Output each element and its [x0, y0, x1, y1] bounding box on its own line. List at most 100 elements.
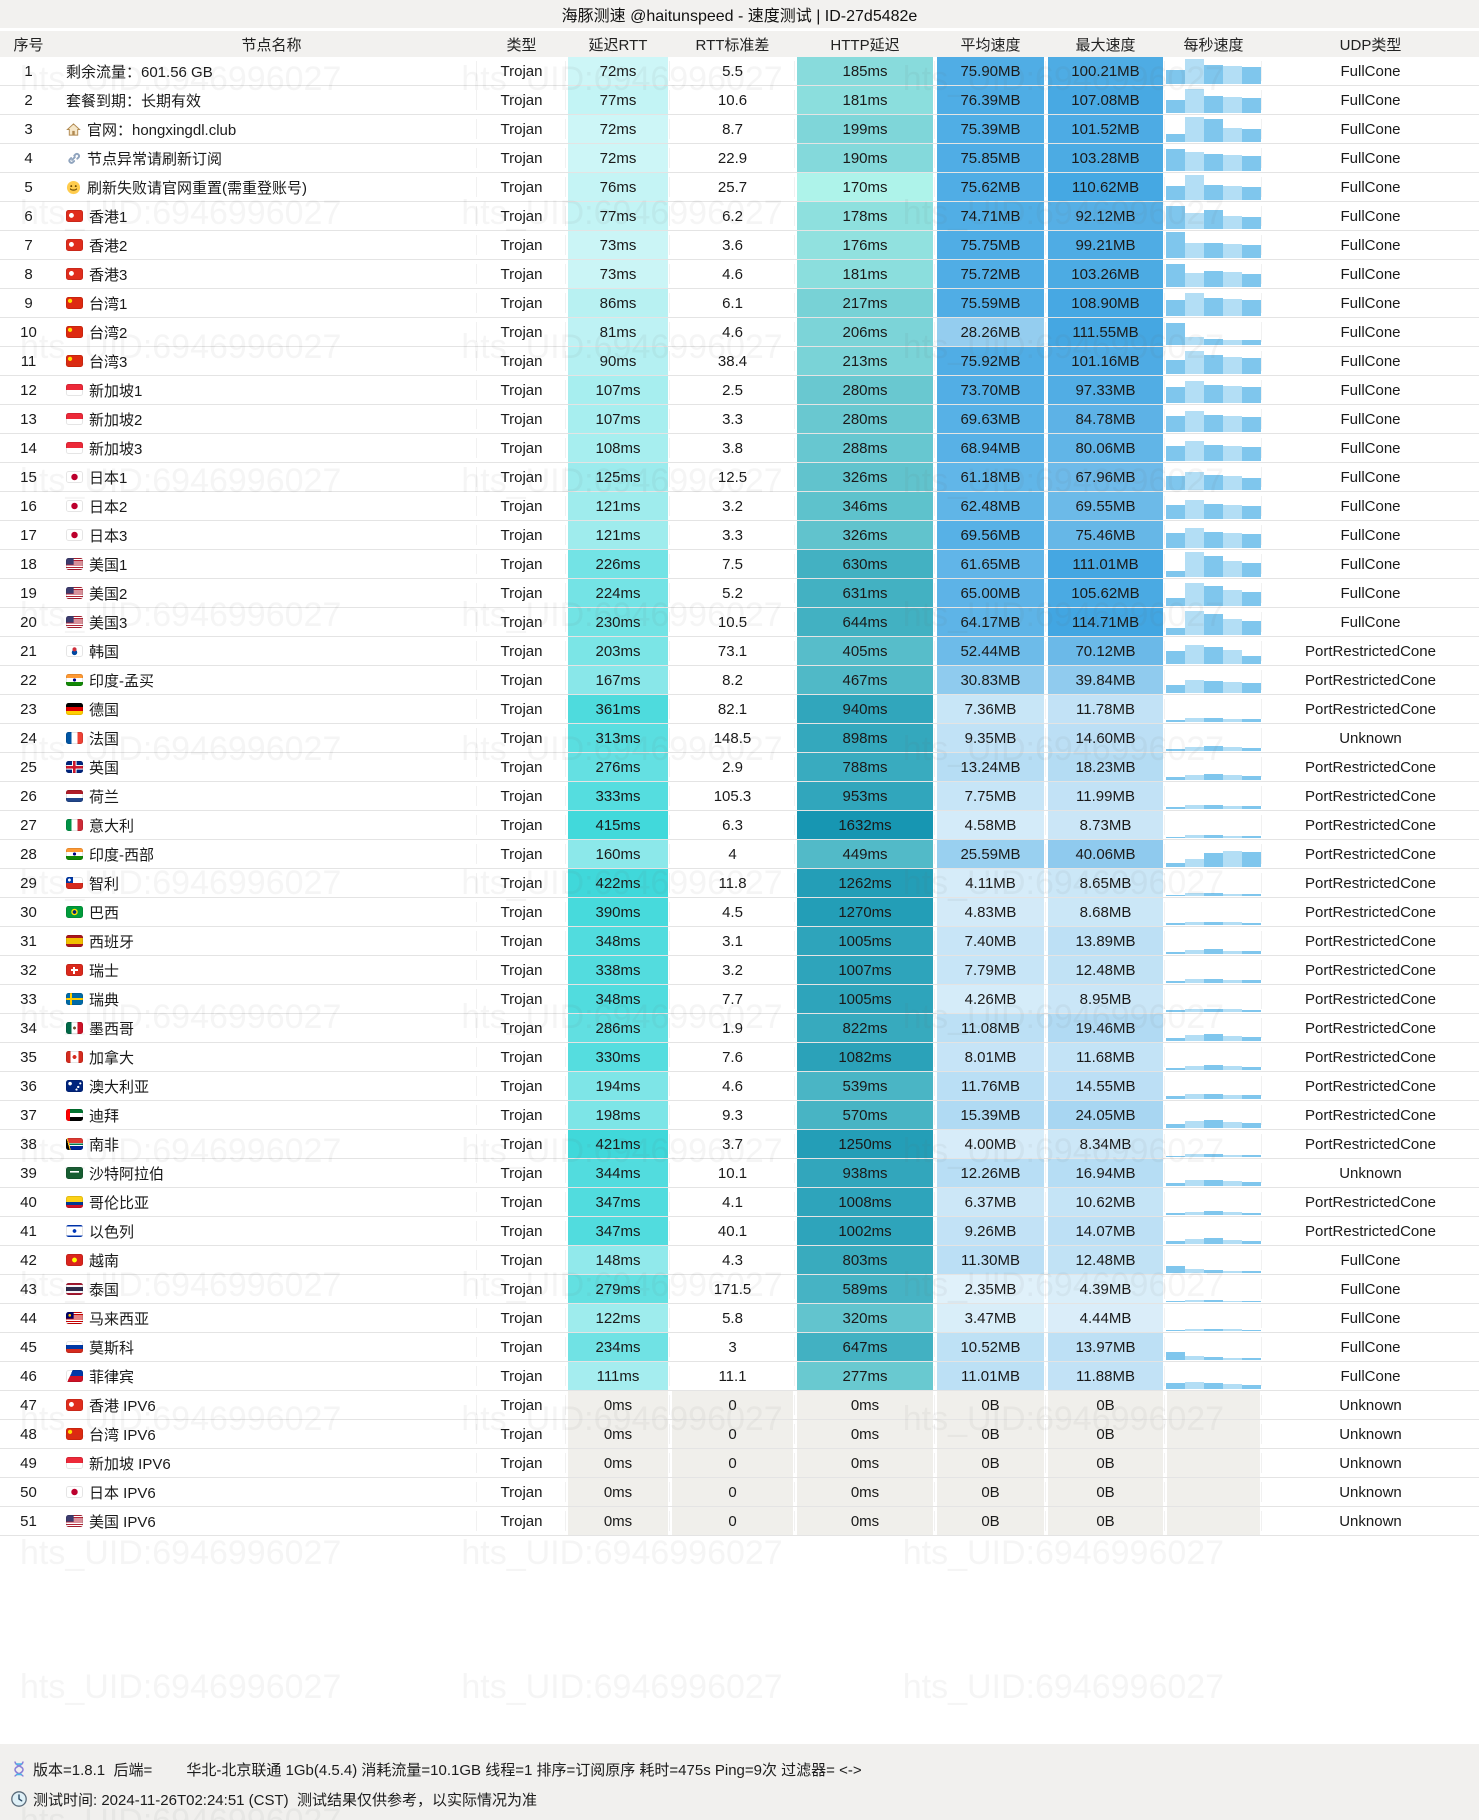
udp-type-cell: FullCone	[1340, 555, 1401, 573]
speed-bars-cell	[1165, 579, 1262, 607]
flag-icon	[66, 558, 83, 570]
rtt-cell: 148ms	[566, 1246, 670, 1274]
type-cell: Trojan	[477, 608, 566, 636]
avg-speed-cell: 4.83MB	[935, 898, 1046, 926]
rtt-std-cell: 5.2	[670, 579, 795, 607]
index-cell: 18	[20, 555, 37, 573]
type-cell: Trojan	[477, 318, 566, 346]
table-row: 5 刷新失败请官网重置(需重登账号) Trojan 76ms 25.7 170ms 75.6…	[0, 173, 1479, 202]
speed-bars-cell	[1165, 811, 1262, 839]
speed-bars-cell	[1165, 144, 1262, 172]
type-cell: Trojan	[477, 492, 566, 520]
http-latency-cell: 647ms	[795, 1333, 935, 1361]
http-latency-cell: 213ms	[795, 347, 935, 375]
avg-speed-cell: 15.39MB	[935, 1101, 1046, 1129]
speed-sparkline	[1166, 928, 1261, 954]
speed-sparkline	[1166, 348, 1261, 374]
rtt-std-cell: 11.1	[670, 1362, 795, 1390]
table-row: 43 泰国 Trojan 279ms 171.5 589ms 2.35MB 4.39MB Ful…	[0, 1275, 1479, 1304]
rtt-cell: 0ms	[566, 1420, 670, 1448]
rtt-std-cell: 0	[670, 1507, 795, 1535]
max-speed-cell: 8.68MB	[1046, 898, 1165, 926]
index-cell: 7	[24, 236, 33, 254]
avg-speed-cell: 75.92MB	[935, 347, 1046, 375]
type-cell: Trojan	[477, 202, 566, 230]
speed-bars-cell	[1165, 985, 1262, 1013]
node-name-cell: 美国3	[57, 608, 477, 636]
rtt-cell: 313ms	[566, 724, 670, 752]
rtt-cell: 90ms	[566, 347, 670, 375]
type-cell: Trojan	[477, 86, 566, 114]
http-latency-cell: 630ms	[795, 550, 935, 578]
node-name-cell: 沙特阿拉伯	[57, 1159, 477, 1187]
type-cell: Trojan	[477, 57, 566, 85]
rtt-std-cell: 10.6	[670, 86, 795, 114]
max-speed-cell: 12.48MB	[1046, 956, 1165, 984]
avg-speed-cell: 12.26MB	[935, 1159, 1046, 1187]
rtt-std-cell: 11.8	[670, 869, 795, 897]
flag-icon	[66, 819, 83, 831]
rtt-std-cell: 10.1	[670, 1159, 795, 1187]
max-speed-cell: 16.94MB	[1046, 1159, 1165, 1187]
avg-speed-cell: 62.48MB	[935, 492, 1046, 520]
table-row: 7 香港2 Trojan 73ms 3.6 176ms 75.75MB 99.21MB Full…	[0, 231, 1479, 260]
rtt-cell: 77ms	[566, 86, 670, 114]
index-cell: 41	[20, 1222, 37, 1240]
footer-time-text: 测试时间: 2024-11-26T02:24:51 (CST) 测试结果仅供参考…	[33, 1791, 537, 1809]
http-latency-cell: 1007ms	[795, 956, 935, 984]
node-name-cell: 台湾2	[57, 318, 477, 346]
speed-bars-cell	[1165, 1304, 1262, 1332]
type-cell: Trojan	[477, 1246, 566, 1274]
type-cell: Trojan	[477, 695, 566, 723]
table-row: 18 美国1 Trojan 226ms 7.5 630ms 61.65MB 111.01MB F…	[0, 550, 1479, 579]
speed-sparkline	[1166, 899, 1261, 925]
udp-type-cell: FullCone	[1340, 352, 1401, 370]
speed-sparkline	[1166, 1276, 1261, 1302]
speed-sparkline	[1166, 1189, 1261, 1215]
type-cell: Trojan	[477, 115, 566, 143]
udp-type-cell: PortRestrictedCone	[1305, 642, 1436, 660]
type-cell: Trojan	[477, 1391, 566, 1419]
speed-sparkline	[1166, 1044, 1261, 1070]
max-speed-cell: 108.90MB	[1046, 289, 1165, 317]
home-icon	[66, 122, 81, 137]
node-name-cell: 美国2	[57, 579, 477, 607]
http-latency-cell: 1002ms	[795, 1217, 935, 1245]
index-cell: 23	[20, 700, 37, 718]
speed-sparkline	[1166, 1363, 1261, 1389]
node-name-cell: 美国1	[57, 550, 477, 578]
speed-bars-cell	[1165, 1072, 1262, 1100]
index-cell: 19	[20, 584, 37, 602]
http-latency-cell: 0ms	[795, 1478, 935, 1506]
type-cell: Trojan	[477, 260, 566, 288]
max-speed-cell: 92.12MB	[1046, 202, 1165, 230]
col-header-node-name: 节点名称	[241, 36, 302, 54]
max-speed-cell: 99.21MB	[1046, 231, 1165, 259]
speed-bars-cell	[1165, 1246, 1262, 1274]
node-name-text: 意大利	[89, 817, 135, 835]
index-cell: 38	[20, 1135, 37, 1153]
http-latency-cell: 589ms	[795, 1275, 935, 1303]
rtt-std-cell: 7.5	[670, 550, 795, 578]
speed-bars-cell	[1165, 666, 1262, 694]
speed-bars-cell	[1165, 1362, 1262, 1390]
table-row: 19 美国2 Trojan 224ms 5.2 631ms 65.00MB 105.62MB F…	[0, 579, 1479, 608]
rtt-cell: 347ms	[566, 1188, 670, 1216]
rtt-cell: 76ms	[566, 173, 670, 201]
rtt-cell: 234ms	[566, 1333, 670, 1361]
speed-sparkline	[1166, 464, 1261, 490]
table-row: 15 日本1 Trojan 125ms 12.5 326ms 61.18MB 67.96MB F…	[0, 463, 1479, 492]
rtt-std-cell: 3	[670, 1333, 795, 1361]
avg-speed-cell: 75.62MB	[935, 173, 1046, 201]
rtt-std-cell: 4.6	[670, 1072, 795, 1100]
node-name-text: 西班牙	[89, 933, 135, 951]
index-cell: 24	[20, 729, 37, 747]
speed-sparkline	[1166, 638, 1261, 664]
speed-bars-cell	[1165, 1217, 1262, 1245]
rtt-std-cell: 2.5	[670, 376, 795, 404]
udp-type-cell: PortRestrictedCone	[1305, 961, 1436, 979]
rtt-cell: 415ms	[566, 811, 670, 839]
node-name-text: 荷兰	[89, 788, 120, 806]
flag-icon	[66, 210, 83, 222]
index-cell: 49	[20, 1454, 37, 1472]
